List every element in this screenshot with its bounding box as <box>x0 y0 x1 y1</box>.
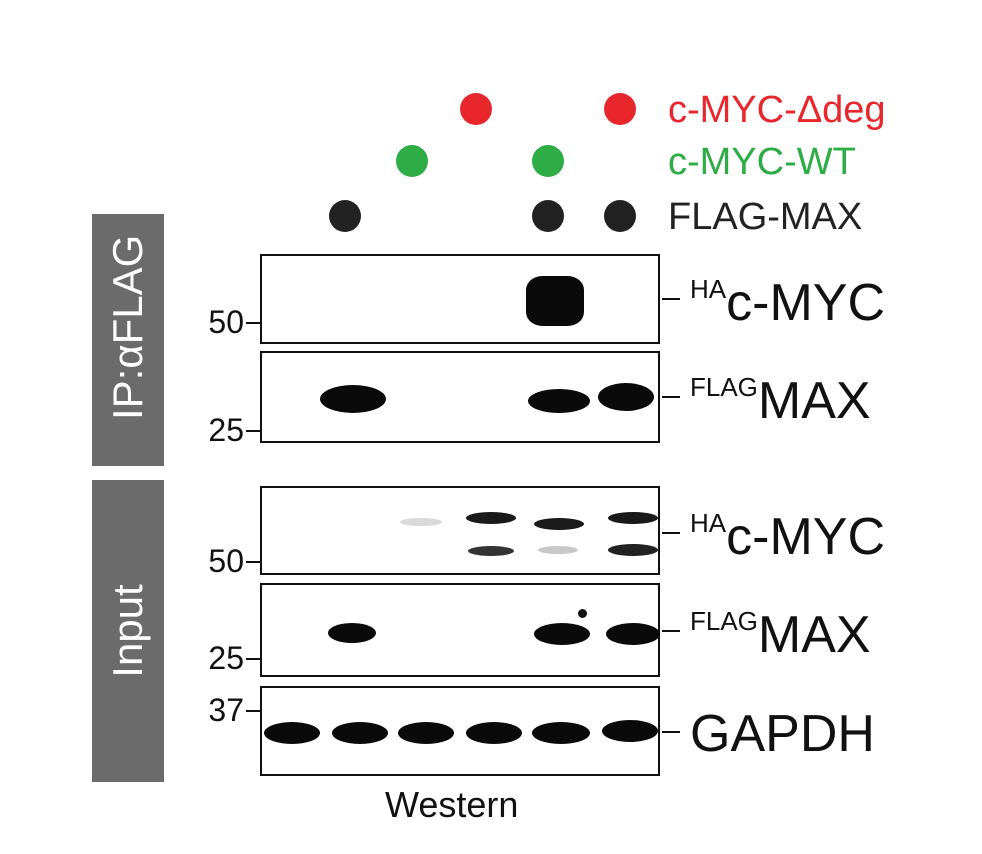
input-max-speck <box>578 609 587 618</box>
gapdh-band-lane0 <box>264 722 320 744</box>
gapdh-band-lane5 <box>532 722 590 744</box>
ip-myc-marker-line <box>662 298 680 300</box>
legend-wtmyc-label: c-MYC-WT <box>668 141 856 183</box>
lane1-flagmax-dot <box>329 200 361 232</box>
ip-max-label-name: MAX <box>757 372 871 430</box>
input-section-box <box>92 480 164 782</box>
gapdh-band-lane6 <box>602 720 658 742</box>
input-myc-blot <box>260 486 660 575</box>
ip-max-band-lane5 <box>528 389 590 413</box>
legend-flagmax-label: FLAG-MAX <box>668 196 863 238</box>
gapdh-band-lane2 <box>398 722 454 744</box>
lane6-dmyc-dot <box>604 93 636 125</box>
ip-max-band-lane6 <box>598 383 654 411</box>
ip-mw-25-tick <box>246 430 260 432</box>
lane2-wtmyc-dot <box>396 145 428 177</box>
ip-myc-label-prefix: HA <box>690 274 727 304</box>
input-myc-band-lane6-upper <box>608 512 658 524</box>
gapdh-band-lane1 <box>332 722 388 744</box>
input-max-band-lane5 <box>534 623 590 645</box>
lane5-wtmyc-dot <box>532 145 564 177</box>
ip-max-label-prefix: FLAG <box>690 372 758 402</box>
input-myc-band-lane5-lower <box>538 546 578 554</box>
ip-myc-label-name: c-MYC <box>726 274 885 332</box>
input-max-blot <box>260 583 660 677</box>
gapdh-label: GAPDH <box>690 705 875 763</box>
gapdh-band-lane3 <box>466 722 522 744</box>
ip-max-blot <box>260 351 660 443</box>
input-myc-band-lane3-upper <box>466 512 516 524</box>
ip-mw-50: 50 <box>208 304 244 340</box>
gapdh-marker-line <box>662 731 680 733</box>
ip-section-box <box>92 214 164 466</box>
input-max-band-lane6 <box>606 623 660 645</box>
gapdh-blot <box>260 686 660 776</box>
input-myc-label-prefix: HA <box>690 508 727 538</box>
ip-mw-25: 25 <box>208 412 244 448</box>
ip-myc-blot <box>260 254 660 344</box>
input-myc-band-lane2-upper <box>400 518 442 526</box>
input-myc-label-name: c-MYC <box>726 508 885 566</box>
western-label: Western <box>385 784 519 825</box>
ip-section-label: IP:αFLAG <box>104 234 151 420</box>
ip-max-band-lane1 <box>320 385 386 413</box>
input-myc-band-lane6-lower <box>608 544 658 556</box>
input-max-marker-line <box>662 630 680 632</box>
input-max-band-lane1 <box>328 623 376 643</box>
ip-max-marker-line <box>662 396 680 398</box>
ip-max-label: FLAGMAX <box>690 372 871 430</box>
legend-dmyc-label: c-MYC-Δdeg <box>668 89 886 131</box>
input-myc-marker-line <box>662 532 680 534</box>
input-mw-37-tick <box>246 710 260 712</box>
input-mw-25-tick <box>246 658 260 660</box>
input-myc-label: HAc-MYC <box>690 508 885 566</box>
lane6-flagmax-dot <box>604 200 636 232</box>
ip-myc-label: HAc-MYC <box>690 274 885 332</box>
ip-myc-band-lane5 <box>526 276 584 326</box>
lane5-flagmax-dot <box>532 200 564 232</box>
input-mw-25: 25 <box>208 640 244 676</box>
input-mw-50: 50 <box>208 543 244 579</box>
input-section-label: Input <box>104 584 151 678</box>
lane3-dmyc-dot <box>460 93 492 125</box>
input-mw-50-tick <box>246 561 260 563</box>
input-max-label-name: MAX <box>757 606 871 664</box>
input-max-label-prefix: FLAG <box>690 606 758 636</box>
input-myc-band-lane5-upper <box>534 518 584 530</box>
input-max-label: FLAGMAX <box>690 606 871 664</box>
ip-mw-50-tick <box>246 322 260 324</box>
input-mw-37: 37 <box>208 692 244 728</box>
input-myc-band-lane3-lower <box>468 546 514 556</box>
